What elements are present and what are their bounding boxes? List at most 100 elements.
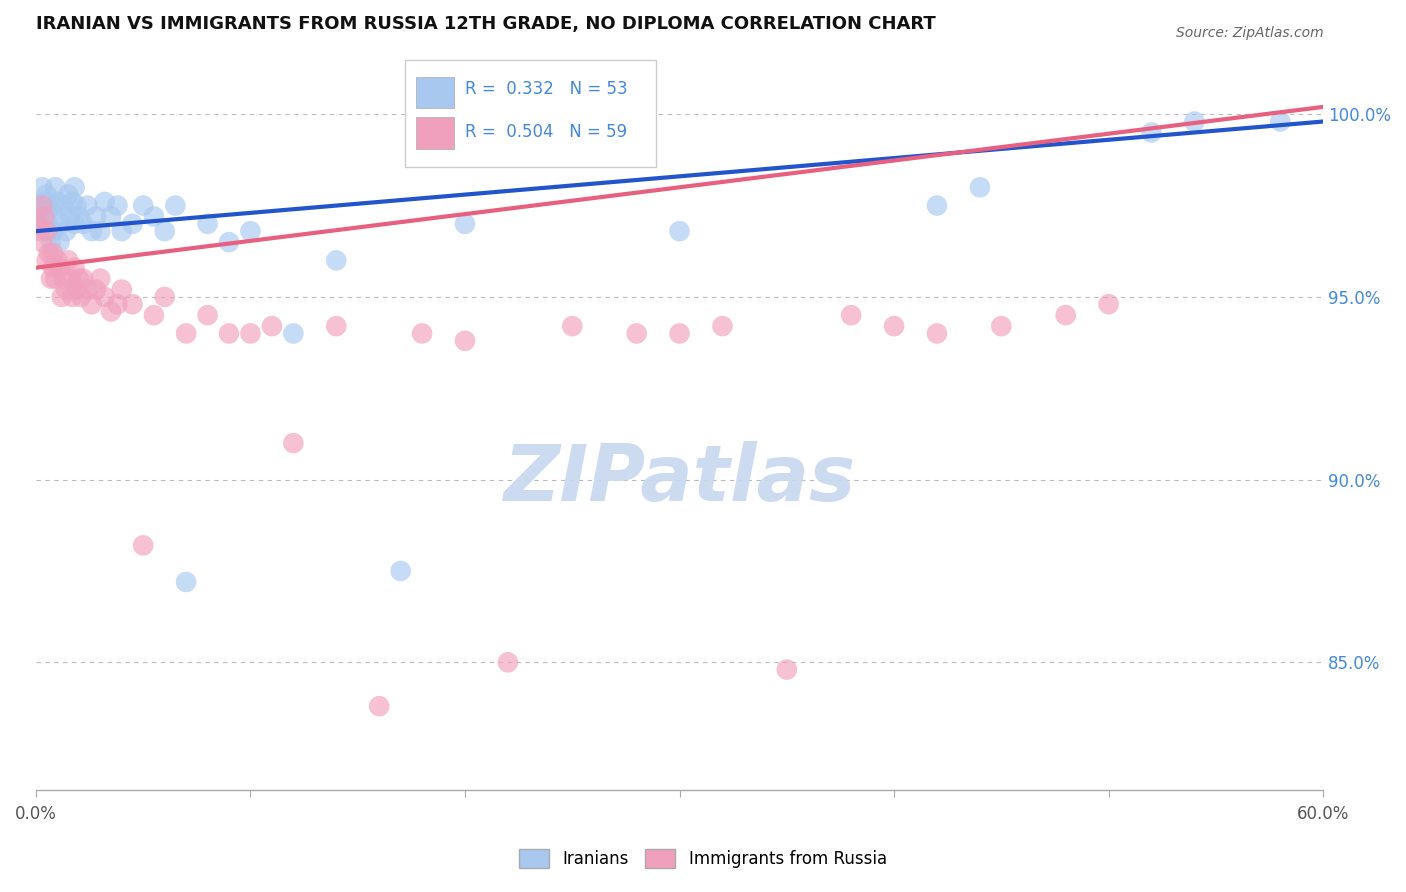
- Point: [30, 217, 52, 231]
- Point: [76, 283, 98, 297]
- Point: [239, 326, 262, 341]
- Point: [80, 297, 103, 311]
- Point: [1270, 114, 1292, 128]
- Point: [1097, 297, 1119, 311]
- Point: [84, 283, 107, 297]
- Point: [368, 699, 391, 714]
- Point: [34, 194, 56, 209]
- Point: [454, 217, 477, 231]
- Point: [132, 538, 155, 552]
- Point: [51, 290, 73, 304]
- Point: [121, 297, 143, 311]
- Point: [283, 326, 305, 341]
- Point: [59, 210, 82, 224]
- Point: [283, 436, 305, 450]
- Point: [883, 319, 905, 334]
- Point: [776, 663, 799, 677]
- Point: [42, 198, 65, 212]
- Point: [67, 271, 90, 285]
- Point: [38, 246, 60, 260]
- Point: [31, 210, 53, 224]
- Point: [27, 217, 49, 231]
- FancyBboxPatch shape: [416, 118, 454, 149]
- Point: [31, 180, 53, 194]
- Point: [44, 180, 66, 194]
- Point: [839, 308, 862, 322]
- Point: [42, 260, 65, 275]
- Point: [89, 224, 111, 238]
- Point: [35, 253, 58, 268]
- Text: ZIPatlas: ZIPatlas: [503, 441, 856, 516]
- Point: [561, 319, 583, 334]
- Point: [42, 224, 65, 238]
- Point: [111, 283, 134, 297]
- Point: [197, 308, 219, 322]
- Point: [35, 187, 58, 202]
- Text: R =  0.504   N = 59: R = 0.504 N = 59: [464, 123, 627, 141]
- Point: [46, 194, 69, 209]
- Point: [153, 224, 176, 238]
- Point: [55, 224, 77, 238]
- Point: [153, 290, 176, 304]
- Point: [969, 180, 991, 194]
- Point: [63, 260, 86, 275]
- Point: [1184, 114, 1206, 128]
- Point: [63, 217, 86, 231]
- Point: [44, 271, 66, 285]
- Point: [89, 271, 111, 285]
- Point: [454, 334, 477, 348]
- Point: [84, 210, 107, 224]
- Point: [63, 180, 86, 194]
- Point: [239, 224, 262, 238]
- Point: [70, 290, 93, 304]
- Point: [100, 304, 122, 318]
- Point: [56, 187, 79, 202]
- FancyBboxPatch shape: [416, 77, 454, 108]
- Point: [48, 260, 70, 275]
- Point: [218, 235, 240, 249]
- Point: [218, 326, 240, 341]
- FancyBboxPatch shape: [405, 60, 657, 167]
- Point: [990, 319, 1012, 334]
- Point: [142, 308, 165, 322]
- Point: [60, 290, 83, 304]
- Point: [56, 253, 79, 268]
- Point: [174, 574, 197, 589]
- Point: [111, 224, 134, 238]
- Point: [93, 194, 115, 209]
- Point: [67, 210, 90, 224]
- Point: [80, 224, 103, 238]
- Point: [51, 217, 73, 231]
- Point: [93, 290, 115, 304]
- Point: [35, 224, 58, 238]
- Legend: Iranians, Immigrants from Russia: Iranians, Immigrants from Russia: [512, 842, 894, 875]
- Point: [42, 246, 65, 260]
- Point: [174, 326, 197, 341]
- Point: [711, 319, 734, 334]
- Point: [39, 271, 62, 285]
- Point: [35, 213, 58, 227]
- Point: [34, 210, 56, 224]
- Point: [107, 198, 129, 212]
- Point: [325, 253, 347, 268]
- Point: [66, 198, 89, 212]
- Point: [325, 319, 347, 334]
- Point: [132, 198, 155, 212]
- Point: [48, 235, 70, 249]
- Point: [165, 198, 187, 212]
- Point: [27, 198, 49, 212]
- Point: [31, 235, 53, 249]
- Point: [1140, 126, 1163, 140]
- Point: [668, 224, 690, 238]
- Text: IRANIAN VS IMMIGRANTS FROM RUSSIA 12TH GRADE, NO DIPLOMA CORRELATION CHART: IRANIAN VS IMMIGRANTS FROM RUSSIA 12TH G…: [37, 15, 935, 33]
- Point: [100, 210, 122, 224]
- Point: [925, 198, 948, 212]
- Point: [197, 217, 219, 231]
- Text: Source: ZipAtlas.com: Source: ZipAtlas.com: [1175, 26, 1323, 39]
- Point: [72, 271, 94, 285]
- Point: [59, 271, 82, 285]
- Point: [668, 326, 690, 341]
- Point: [31, 198, 53, 212]
- Point: [52, 198, 75, 212]
- Point: [60, 194, 83, 209]
